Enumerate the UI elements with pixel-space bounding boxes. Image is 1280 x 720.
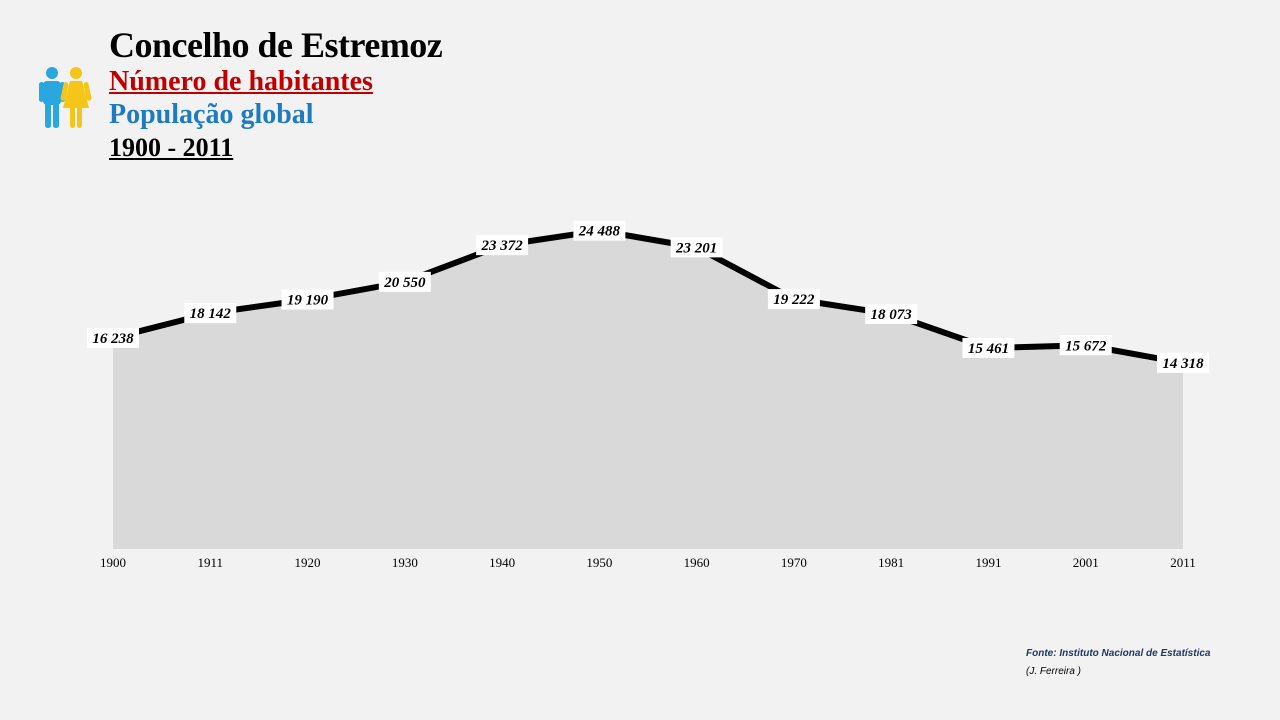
data-label-bg (1059, 335, 1112, 356)
data-label-bg (184, 303, 237, 324)
x-tick-label: 1970 (781, 555, 807, 570)
data-label: 19 190 (287, 293, 329, 309)
x-tick-label: 1991 (975, 555, 1001, 570)
x-tick-label: 2011 (1170, 555, 1196, 570)
x-tick-label: 1940 (489, 555, 515, 570)
chart-title: Concelho de Estremoz (109, 25, 443, 65)
chart-subtitle-population: População global (109, 99, 314, 130)
chart-subtitle: Número de habitantes (109, 66, 373, 97)
data-label: 15 461 (968, 341, 1009, 357)
data-label-bg (281, 289, 334, 310)
data-label-bg (378, 271, 431, 292)
data-label-bg (670, 237, 723, 258)
data-label: 18 073 (871, 307, 913, 323)
author-note: (J. Ferreira ) (1026, 666, 1081, 677)
x-tick-label: 1950 (586, 555, 612, 570)
chart-period: 1900 - 2011 (109, 133, 234, 162)
x-tick-label: 1900 (100, 555, 126, 570)
data-label: 23 372 (480, 238, 523, 254)
title-block: Concelho de Estremoz Número de habitante… (109, 24, 443, 164)
area-fill (113, 230, 1183, 549)
people-male-female-icon (39, 67, 92, 128)
x-tick-label: 2001 (1073, 555, 1099, 570)
data-label-bg (476, 235, 529, 256)
x-tick-label: 1981 (878, 555, 904, 570)
x-tick-label: 1960 (684, 555, 710, 570)
data-label-bg (87, 327, 139, 348)
data-label: 23 201 (675, 240, 717, 256)
data-label: 14 318 (1162, 356, 1204, 372)
data-label-bg (573, 220, 626, 241)
data-label: 20 550 (383, 275, 426, 291)
x-tick-label: 1930 (392, 555, 418, 570)
x-tick-label: 1911 (198, 555, 224, 570)
data-label-bg (767, 289, 820, 310)
data-label-bg (962, 338, 1015, 359)
data-label: 19 222 (773, 292, 815, 308)
source-note: Fonte: Instituto Nacional de Estatística (1026, 648, 1211, 659)
data-label-bg (865, 304, 918, 325)
data-label: 16 238 (92, 331, 134, 347)
data-label: 18 142 (190, 306, 232, 322)
data-label-bg (1157, 352, 1209, 373)
data-label: 15 672 (1065, 338, 1107, 354)
x-tick-label: 1920 (295, 555, 321, 570)
data-label: 24 488 (578, 224, 621, 240)
